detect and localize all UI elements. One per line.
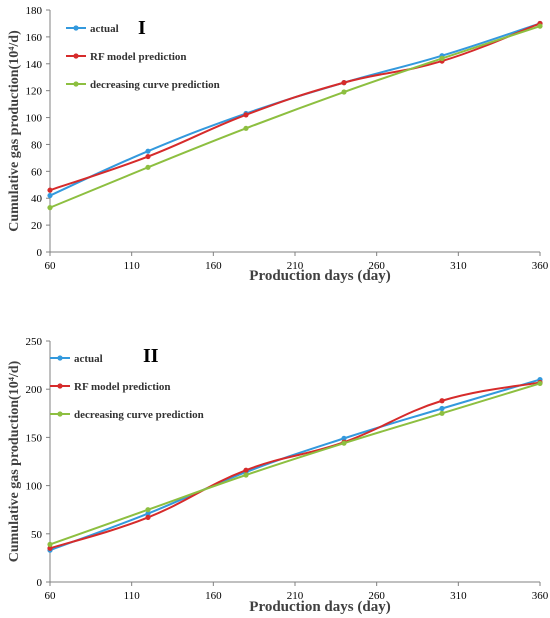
data-point: [47, 187, 53, 193]
x-tick-label: 60: [45, 260, 57, 272]
data-point: [439, 405, 445, 412]
data-point: [537, 380, 543, 387]
data-point: [439, 398, 445, 404]
data-point: [341, 435, 347, 441]
legend-marker: [73, 81, 79, 87]
chart-panel-I: 0 20 40 60 80 100 120 140 160 180 60 110 160 210 260 31…: [7, 5, 549, 284]
data-point: [243, 125, 249, 131]
data-point: [341, 80, 347, 86]
legend-marker: [73, 53, 79, 59]
panel-label: II: [143, 345, 159, 367]
y-tick-label: 0: [37, 577, 43, 589]
series-line: [49, 381, 541, 550]
legend-marker: [57, 355, 63, 361]
x-tick-label: 60: [45, 590, 57, 602]
y-tick-label: 200: [26, 384, 43, 396]
y-tick-label: 140: [26, 59, 43, 71]
x-tick-label: 260: [368, 590, 385, 602]
x-tick-label: 110: [124, 590, 141, 602]
panel-label: I: [138, 17, 146, 39]
series-line: [49, 25, 541, 209]
y-tick-label: 60: [31, 166, 43, 178]
legend-marker: [57, 411, 63, 417]
y-tick-label: 100: [26, 113, 43, 125]
data-point: [243, 467, 249, 473]
x-tick-label: 210: [287, 590, 304, 602]
y-tick-label: 100: [26, 481, 43, 493]
y-tick-label: 20: [31, 220, 43, 232]
data-point: [47, 541, 53, 548]
data-point: [145, 510, 151, 517]
legend-marker: [57, 383, 63, 389]
legend-marker: [73, 25, 79, 31]
data-point: [145, 514, 151, 521]
y-tick-label: 250: [26, 336, 43, 348]
data-point: [243, 472, 249, 478]
legend-label: actual: [74, 353, 103, 365]
data-point: [537, 23, 543, 29]
x-tick-label: 110: [124, 260, 141, 272]
legend-label: actual: [90, 23, 119, 35]
chart-panel-II: 0 50 100 150 200 250 60 110 160 210 260 310 360 Produ…: [7, 336, 549, 615]
x-tick-label: 160: [205, 590, 222, 602]
x-tick-label: 160: [205, 260, 222, 272]
x-tick-label: 210: [287, 260, 304, 272]
data-point: [145, 153, 151, 160]
y-tick-label: 80: [31, 139, 43, 151]
y-tick-label: 0: [37, 247, 43, 259]
y-tick-label: 40: [31, 193, 43, 205]
x-tick-label: 310: [450, 260, 467, 272]
data-point: [439, 55, 445, 62]
legend-label: RF model prediction: [90, 51, 187, 63]
data-point: [145, 507, 151, 513]
legend-label: RF model prediction: [74, 381, 171, 393]
series-line: [49, 22, 541, 192]
data-point: [47, 192, 53, 199]
data-point: [341, 440, 347, 446]
x-axis-label: Production days (day): [249, 268, 390, 284]
y-tick-label: 50: [31, 529, 43, 541]
data-point: [47, 205, 53, 211]
x-tick-label: 360: [532, 260, 549, 272]
y-tick-label: 160: [26, 32, 43, 44]
series-line: [49, 378, 541, 552]
data-point: [243, 112, 249, 118]
data-point: [439, 410, 445, 416]
data-point: [341, 89, 347, 95]
x-tick-label: 360: [532, 590, 549, 602]
series-line: [49, 382, 541, 546]
legend-label: decreasing curve prediction: [74, 409, 204, 421]
y-tick-label: 150: [26, 432, 43, 444]
y-axis-label: Cumulative gas production(10⁴/d): [7, 30, 22, 232]
data-point: [145, 164, 151, 170]
x-tick-label: 260: [368, 260, 385, 272]
y-tick-label: 180: [26, 5, 43, 17]
legend-label: decreasing curve prediction: [90, 79, 220, 91]
x-tick-label: 310: [450, 590, 467, 602]
data-point: [145, 148, 151, 154]
y-tick-label: 120: [26, 86, 43, 98]
y-axis-label: Cumulative gas production(10⁴/d): [7, 360, 22, 562]
data-point: [47, 545, 53, 551]
x-axis-label: Production days (day): [249, 599, 390, 615]
